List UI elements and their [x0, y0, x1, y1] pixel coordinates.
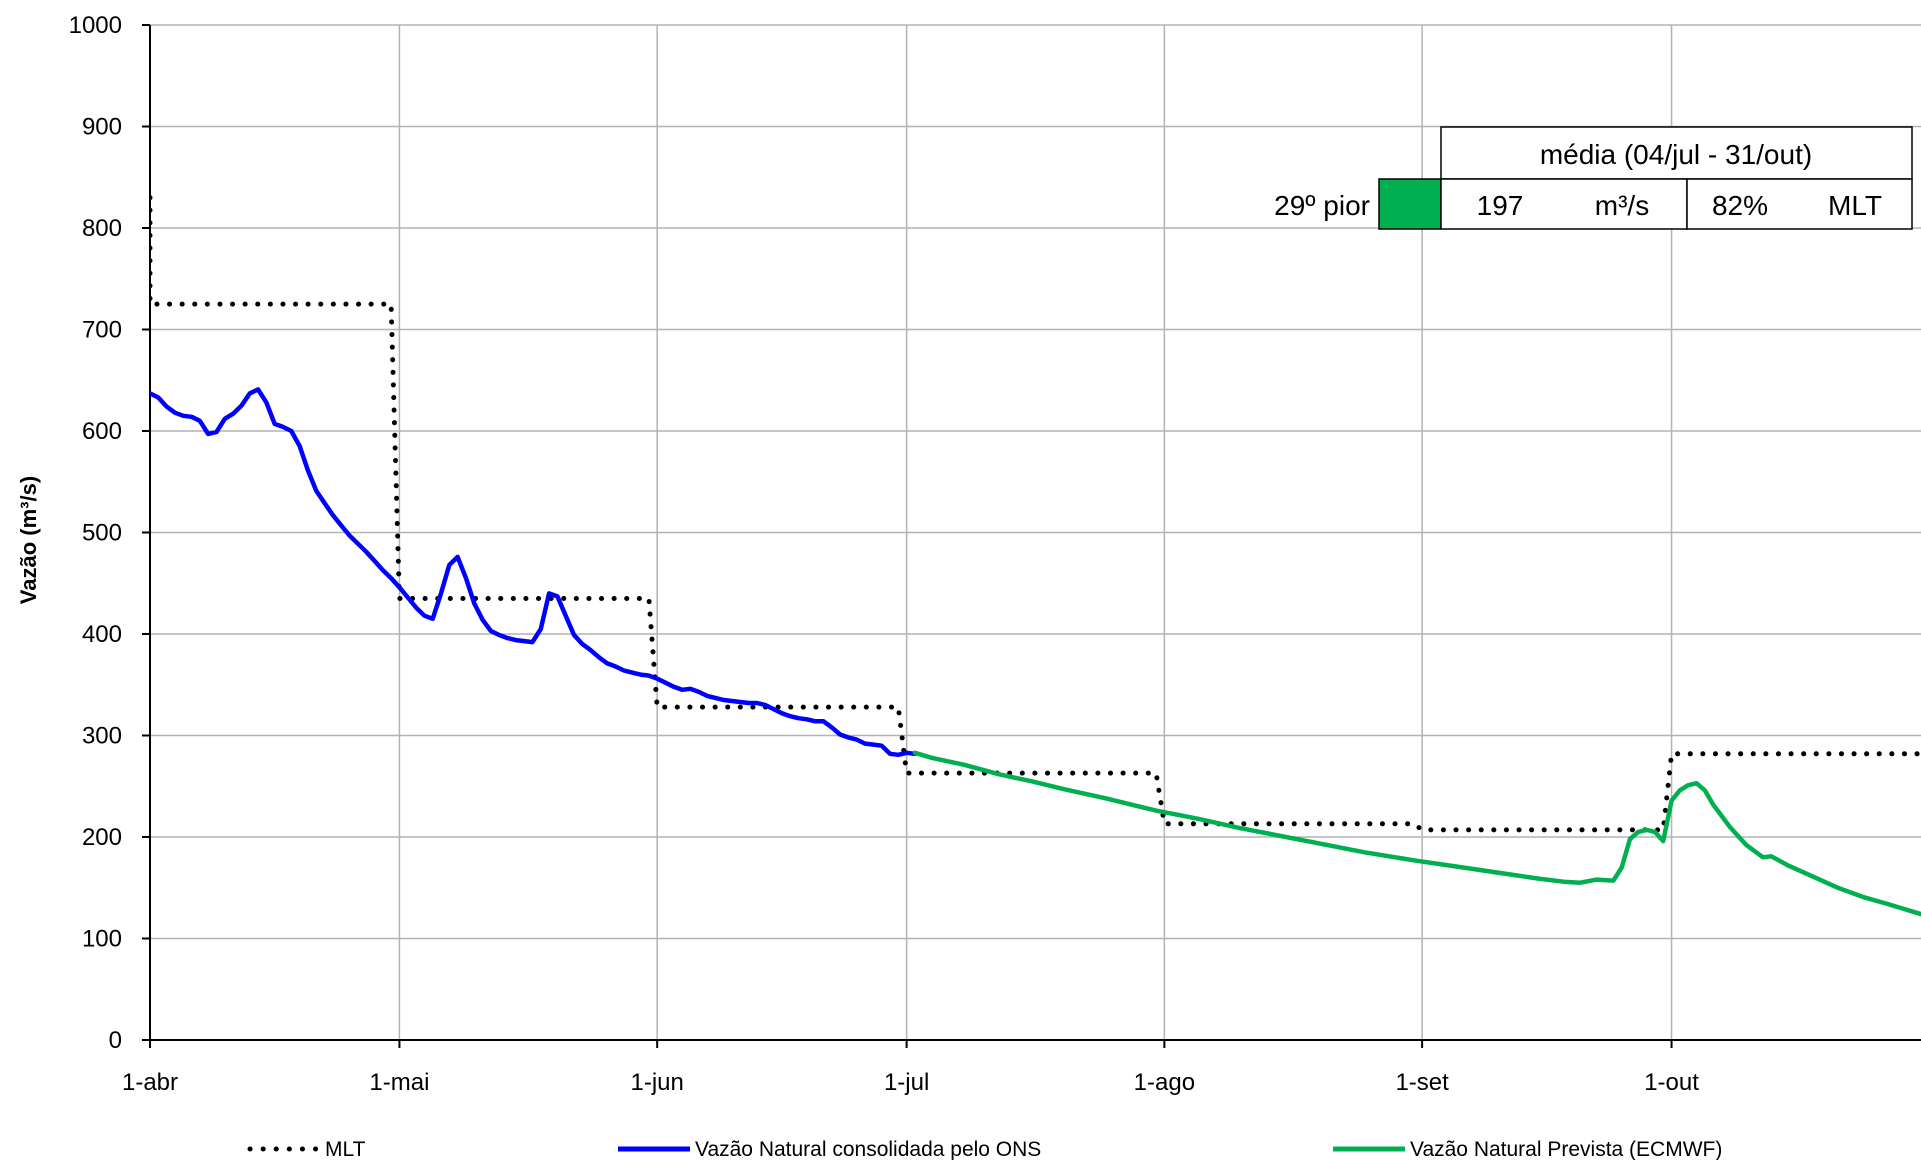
summary-rank-label: 29º pior [1274, 190, 1370, 221]
gridlines [150, 24, 1921, 1040]
x-tick-label-1-set: 1-set [1395, 1069, 1449, 1096]
y-tick-label-500: 500 [82, 520, 122, 547]
x-tick-label-1-out: 1-out [1644, 1069, 1699, 1096]
summary-percent: 82% [1712, 190, 1768, 221]
summary-header: média (04/jul - 31/out) [1540, 139, 1812, 170]
y-tick-label-100: 100 [82, 926, 122, 953]
summary-value: 197 [1477, 190, 1524, 221]
summary-rank-swatch [1378, 178, 1442, 230]
x-tick-label-1-jun: 1-jun [631, 1069, 684, 1096]
y-tick-label-300: 300 [82, 723, 122, 750]
summary-value-cell [1440, 178, 1688, 230]
legend-label-consolidada: Vazão Natural consolidada pelo ONS [695, 1138, 1041, 1160]
legend: MLT Vazão Natural consolidada pelo ONS V… [247, 1138, 1722, 1160]
series-line-mlt [150, 195, 1921, 833]
x-tick-label-1-mai: 1-mai [369, 1069, 429, 1096]
summary-box: média (04/jul - 31/out) 29º pior 197 m³/… [1274, 126, 1913, 230]
series-line-prevista [912, 750, 1921, 917]
summary-percent-cell [1686, 178, 1913, 230]
axes [142, 24, 1921, 1048]
y-tick-label-200: 200 [82, 824, 122, 851]
y-tick-label-900: 900 [82, 114, 122, 141]
y-tick-label-0: 0 [109, 1027, 122, 1054]
y-tick-label-1000: 1000 [69, 12, 122, 39]
y-tick-labels: 0 100 200 300 400 500 600 700 800 900 1000 [69, 12, 122, 1054]
x-tick-label-1-abr: 1-abr [122, 1069, 178, 1096]
y-tick-label-600: 600 [82, 418, 122, 445]
legend-item-mlt: MLT [247, 1138, 366, 1160]
y-tick-label-800: 800 [82, 215, 122, 242]
legend-item-prevista: Vazão Natural Prevista (ECMWF) [1333, 1138, 1722, 1160]
summary-unit: m³/s [1595, 190, 1649, 221]
series-line-consolidada [150, 387, 918, 758]
x-tick-label-1-ago: 1-ago [1134, 1069, 1195, 1096]
x-tick-label-1-jul: 1-jul [884, 1069, 929, 1096]
legend-label-mlt: MLT [325, 1138, 366, 1160]
legend-label-prevista: Vazão Natural Prevista (ECMWF) [1410, 1138, 1722, 1160]
y-tick-label-700: 700 [82, 317, 122, 344]
y-tick-label-400: 400 [82, 621, 122, 648]
legend-item-consolidada: Vazão Natural consolidada pelo ONS [618, 1138, 1041, 1160]
summary-reference: MLT [1828, 190, 1882, 221]
y-axis-title: Vazão (m³/s) [16, 476, 41, 604]
x-tick-labels: 1-abr 1-mai 1-jun 1-jul 1-ago 1-set 1-out [122, 1069, 1699, 1096]
series-layer [150, 195, 1921, 917]
